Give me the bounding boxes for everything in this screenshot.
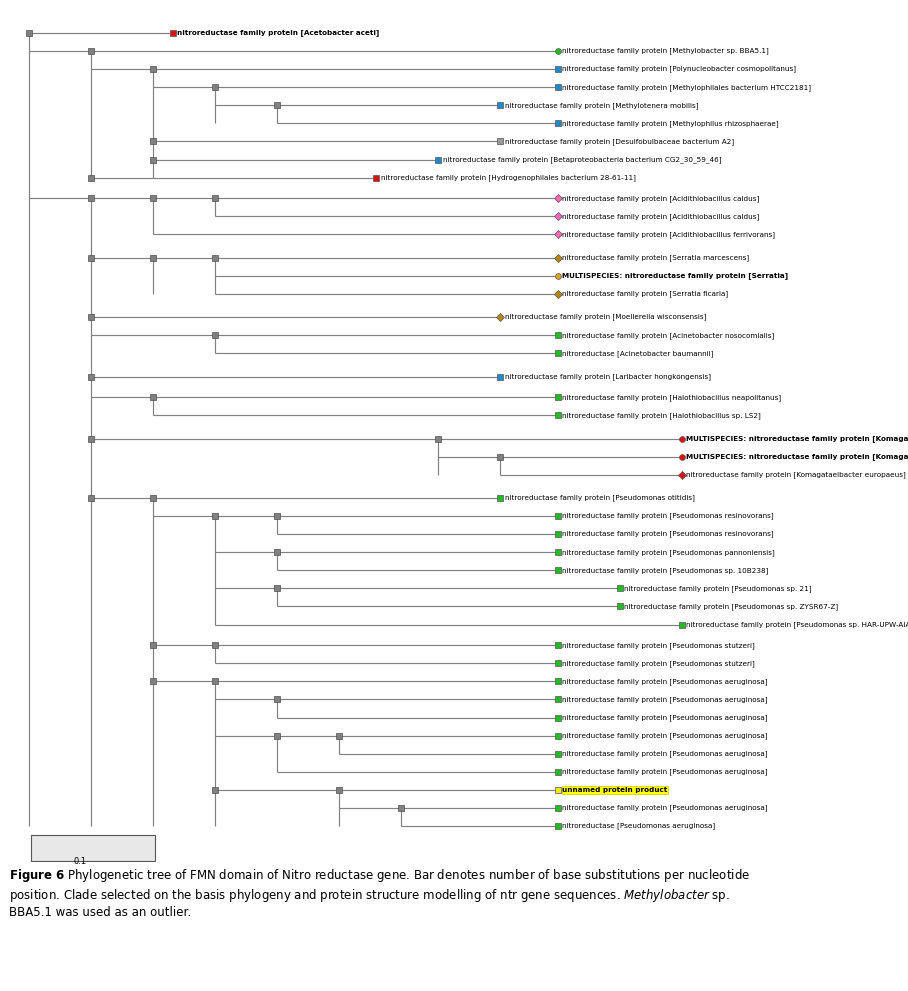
Text: nitroreductase family protein [Methylophilus rhizosphaerae]: nitroreductase family protein [Methyloph… [562, 120, 779, 127]
Text: nitroreductase family protein [Pseudomonas aeruginosa]: nitroreductase family protein [Pseudomon… [562, 805, 768, 812]
Text: nitroreductase family protein [Methylobacter sp. BBA5.1]: nitroreductase family protein [Methyloba… [562, 48, 769, 55]
Text: nitroreductase family protein [Pseudomonas aeruginosa]: nitroreductase family protein [Pseudomon… [562, 750, 768, 757]
Text: nitroreductase family protein [Laribacter hongkongensis]: nitroreductase family protein [Laribacte… [505, 374, 711, 380]
Text: nitroreductase family protein [Pseudomonas otitidis]: nitroreductase family protein [Pseudomon… [505, 495, 695, 501]
Text: nitroreductase family protein [Serratia ficaria]: nitroreductase family protein [Serratia … [562, 290, 728, 297]
Text: nitroreductase family protein [Pseudomonas sp. 10B238]: nitroreductase family protein [Pseudomon… [562, 567, 769, 574]
Text: nitroreductase family protein [Acidithiobacillus caldus]: nitroreductase family protein [Acidithio… [562, 213, 760, 220]
Text: nitroreductase family protein [Pseudomonas resinovorans]: nitroreductase family protein [Pseudomon… [562, 531, 774, 537]
Text: nitroreductase family protein [Komagataeibacter europaeus]: nitroreductase family protein [Komagatae… [686, 472, 906, 478]
Text: nitroreductase family protein [Pseudomonas aeruginosa]: nitroreductase family protein [Pseudomon… [562, 678, 768, 685]
Text: MULTISPECIES: nitroreductase family protein [Komagataeibacter]: MULTISPECIES: nitroreductase family prot… [686, 435, 908, 442]
Text: nitroreductase family protein [Pseudomonas sp. ZYSR67-Z]: nitroreductase family protein [Pseudomon… [625, 604, 838, 609]
Text: nitroreductase family protein [Acinetobacter nosocomialis]: nitroreductase family protein [Acinetoba… [562, 332, 775, 339]
Text: 0.1: 0.1 [74, 857, 86, 866]
Text: nitroreductase family protein [Moellerella wisconsensis]: nitroreductase family protein [Moellerel… [505, 314, 706, 320]
Text: nitroreductase [Pseudomonas aeruginosa]: nitroreductase [Pseudomonas aeruginosa] [562, 823, 716, 829]
Text: nitroreductase family protein [Betaproteobacteria bacterium CG2_30_59_46]: nitroreductase family protein [Betaprote… [443, 157, 721, 163]
Text: nitroreductase family protein [Pseudomonas aeruginosa]: nitroreductase family protein [Pseudomon… [562, 696, 768, 703]
Text: MULTISPECIES: nitroreductase family protein [Komagataeibacter]: MULTISPECIES: nitroreductase family prot… [686, 453, 908, 460]
Text: nitroreductase family protein [Pseudomonas sp. 21]: nitroreductase family protein [Pseudomon… [625, 585, 812, 592]
Text: nitroreductase family protein [Acidithiobacillus caldus]: nitroreductase family protein [Acidithio… [562, 195, 760, 201]
Text: nitroreductase family protein [Halothiobacillus neapolitanus]: nitroreductase family protein [Halothiob… [562, 393, 782, 400]
Bar [31, 835, 155, 861]
Text: nitroreductase family protein [Serratia marcescens]: nitroreductase family protein [Serratia … [562, 255, 749, 261]
Text: nitroreductase family protein [Acetobacter aceti]: nitroreductase family protein [Acetobact… [177, 30, 380, 37]
Text: nitroreductase family protein [Pseudomonas sp. HAR-UPW-AIA-41]: nitroreductase family protein [Pseudomon… [686, 621, 908, 628]
Text: nitroreductase family protein [Pseudomonas aeruginosa]: nitroreductase family protein [Pseudomon… [562, 768, 768, 775]
Text: nitroreductase family protein [Desulfobulbaceae bacterium A2]: nitroreductase family protein [Desulfobu… [505, 138, 734, 145]
Text: nitroreductase family protein [Pseudomonas aeruginosa]: nitroreductase family protein [Pseudomon… [562, 732, 768, 739]
Text: nitroreductase family protein [Pseudomonas pannoniensis]: nitroreductase family protein [Pseudomon… [562, 549, 775, 556]
Text: unnamed protein product: unnamed protein product [562, 787, 667, 793]
Text: nitroreductase family protein [Methylophilales bacterium HTCC2181]: nitroreductase family protein [Methyloph… [562, 84, 812, 90]
Text: nitroreductase family protein [Halothiobacillus sp. LS2]: nitroreductase family protein [Halothiob… [562, 412, 761, 418]
Text: MULTISPECIES: nitroreductase family protein [Serratia]: MULTISPECIES: nitroreductase family prot… [562, 273, 788, 279]
Text: nitroreductase family protein [Pseudomonas stutzeri]: nitroreductase family protein [Pseudomon… [562, 660, 755, 667]
Text: $\bf{Figure\ 6}$ Phylogenetic tree of FMN domain of Nitro reductase gene. Bar de: $\bf{Figure\ 6}$ Phylogenetic tree of FM… [9, 867, 750, 919]
Text: nitroreductase family protein [Pseudomonas aeruginosa]: nitroreductase family protein [Pseudomon… [562, 715, 768, 720]
Text: nitroreductase family protein [Polynucleobacter cosmopolitanus]: nitroreductase family protein [Polynucle… [562, 65, 796, 72]
Text: nitroreductase family protein [Methylotenera mobilis]: nitroreductase family protein [Methylote… [505, 102, 698, 109]
Text: nitroreductase family protein [Pseudomonas resinovorans]: nitroreductase family protein [Pseudomon… [562, 512, 774, 519]
Text: nitroreductase family protein [Pseudomonas stutzeri]: nitroreductase family protein [Pseudomon… [562, 642, 755, 648]
Text: nitroreductase family protein [Acidithiobacillus ferrivorans]: nitroreductase family protein [Acidithio… [562, 231, 775, 238]
Text: nitroreductase family protein [Hydrogenophilales bacterium 28-61-11]: nitroreductase family protein [Hydrogeno… [381, 174, 636, 181]
Text: nitroreductase [Acinetobacter baumannii]: nitroreductase [Acinetobacter baumannii] [562, 350, 714, 357]
